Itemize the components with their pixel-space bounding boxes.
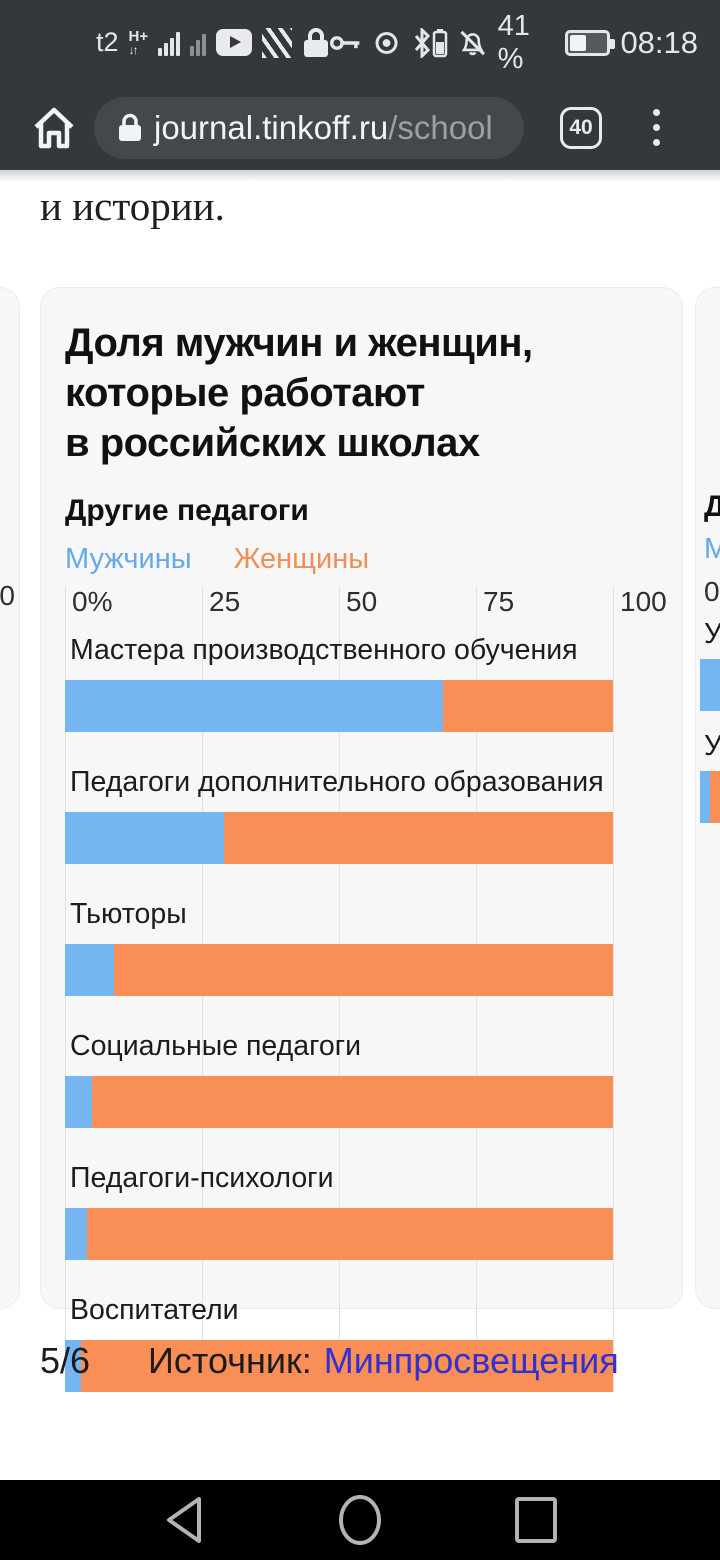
signal-strength-icon <box>158 30 181 56</box>
bar-segment-women <box>81 1340 613 1392</box>
battery-percent-label: 41 % <box>497 9 530 75</box>
gridline-100 <box>613 586 614 1392</box>
next-card-bar-fragment <box>700 771 720 823</box>
nav-recents-button[interactable] <box>504 1488 568 1552</box>
chart-area: 0% 25 50 75 100 Мастера производственного об… <box>65 586 667 1392</box>
category-label: Социальные педагоги <box>70 1030 362 1062</box>
next-card-label-fragment: У <box>704 618 720 651</box>
chart-row: Социальные педагоги <box>65 1018 613 1128</box>
chart-title: Доля мужчин и женщин, которые работают в… <box>65 321 533 465</box>
next-slide-card[interactable]: Д М 0 У У <box>695 287 720 1309</box>
status-left-cluster: t2 H+ ↓↑ <box>96 27 330 59</box>
next-card-legend-fragment: М <box>704 533 720 566</box>
clock-label: 08:18 <box>620 24 699 60</box>
source-link[interactable]: Минпросвещения <box>323 1340 619 1381</box>
browser-toolbar: journal.tinkoff.ru/school 40 <box>0 85 720 170</box>
stacked-bar <box>65 944 613 996</box>
category-label: Педагоги дополнительного образования <box>70 766 604 798</box>
network-type-indicator: H+ ↓↑ <box>128 28 149 57</box>
tab-switcher-button[interactable]: 40 <box>560 106 602 149</box>
recents-square-icon <box>515 1497 557 1543</box>
bluetooth-device-battery-icon <box>412 27 448 58</box>
youtube-notification-icon <box>216 29 253 56</box>
previous-slide-card[interactable]: 0 <box>0 287 20 1309</box>
signal-strength-icon-sim2 <box>190 30 207 56</box>
stacked-bar <box>65 680 613 732</box>
stacked-bar <box>65 1076 613 1128</box>
chart-carousel[interactable]: 0 Доля мужчин и женщин, которые работают… <box>0 287 720 1392</box>
bar-segment-women <box>86 1208 613 1260</box>
chart-row: Тьюторы <box>65 886 613 996</box>
browser-home-button[interactable] <box>28 102 80 154</box>
eye-comfort-icon <box>375 31 398 54</box>
nav-home-button[interactable] <box>328 1488 392 1552</box>
browser-menu-button[interactable] <box>636 102 676 154</box>
url-bar[interactable]: journal.tinkoff.ru/school <box>94 96 524 159</box>
android-nav-bar <box>0 1480 720 1560</box>
article-body-text: и истории. <box>40 183 225 229</box>
home-icon <box>34 107 74 148</box>
chart-row: Педагоги дополнительного образования <box>65 754 613 864</box>
bar-segment-men <box>65 1340 82 1392</box>
slide-footer: 5/6 Источник: Минпросвещения <box>40 1340 680 1382</box>
stacked-bar <box>65 1208 613 1260</box>
bar-segment-men <box>65 812 224 864</box>
tab-count-label: 40 <box>569 115 593 139</box>
data-saver-icon <box>262 27 293 58</box>
category-label: Педагоги-психологи <box>70 1162 334 1194</box>
stacked-bar <box>65 1340 613 1392</box>
axis-tick-label: 75 <box>483 586 515 617</box>
chart-rows: Мастера производственного обучения Педаго… <box>65 622 613 1392</box>
category-label: Тьюторы <box>70 898 187 930</box>
category-label: Мастера производственного обучения <box>70 634 578 666</box>
toolbar-shadow <box>0 170 720 182</box>
bar-segment-men <box>65 1076 93 1128</box>
axis-tick-label: 50 <box>346 586 378 617</box>
next-card-bar-fragment <box>700 659 720 711</box>
url-path: /school <box>388 108 493 146</box>
prev-card-axis-fragment: 0 <box>0 580 15 611</box>
source-label: Источник: <box>148 1340 312 1381</box>
chart-x-axis: 0% 25 50 75 100 <box>65 586 667 622</box>
key-icon <box>330 35 360 50</box>
bar-segment-men <box>65 944 115 996</box>
slide-counter: 5/6 <box>40 1340 91 1381</box>
chart-subtitle: Другие педагоги <box>65 494 309 527</box>
chart-row: Педагоги-психологи <box>65 1150 613 1260</box>
bar-segment-women <box>223 812 613 864</box>
https-lock-icon <box>119 113 141 141</box>
bar-segment-women <box>114 944 613 996</box>
next-card-label-fragment: У <box>704 730 720 763</box>
chart-legend: Мужчины Женщины <box>65 543 658 576</box>
axis-tick-label: 100 <box>620 586 667 617</box>
current-slide-card[interactable]: Доля мужчин и женщин, которые работают в… <box>40 287 683 1392</box>
chart-row: Воспитатели <box>65 1282 613 1392</box>
next-card-axis-fragment: 0 <box>704 576 720 607</box>
category-label: Воспитатели <box>70 1294 239 1326</box>
status-bar: t2 H+ ↓↑ <box>0 0 720 85</box>
chart-row: Мастера производственного обучения <box>65 622 613 732</box>
carrier-label: t2 <box>96 27 119 57</box>
legend-item-men: Мужчины <box>65 543 192 575</box>
url-host: journal.tinkoff.ru <box>154 108 389 146</box>
bar-segment-men <box>65 680 444 732</box>
status-right-cluster: 41 % 08:18 <box>330 10 698 76</box>
battery-icon <box>564 29 616 56</box>
stacked-bar <box>65 812 613 864</box>
lock-icon <box>304 27 329 57</box>
home-circle-icon <box>339 1495 381 1545</box>
legend-item-women: Женщины <box>233 543 370 575</box>
next-card-subtitle-fragment: Д <box>704 490 720 524</box>
axis-tick-label: 0% <box>72 586 113 617</box>
bar-segment-women <box>92 1076 613 1128</box>
bar-segment-women <box>443 680 613 732</box>
back-icon <box>167 1497 201 1543</box>
bar-segment-men <box>65 1208 87 1260</box>
nav-back-button[interactable] <box>152 1488 216 1552</box>
axis-tick-label: 25 <box>209 586 241 617</box>
url-text: journal.tinkoff.ru/school <box>154 109 493 147</box>
notifications-muted-icon <box>460 30 486 55</box>
